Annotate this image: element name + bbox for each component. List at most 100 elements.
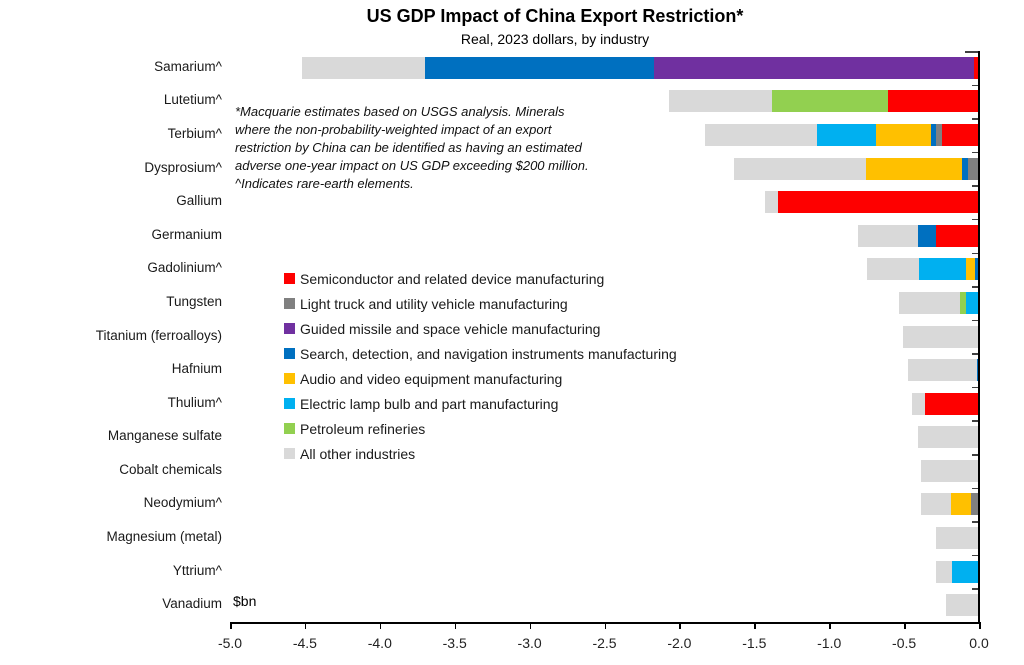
bar-segment-search_detection xyxy=(931,123,936,146)
category-tick xyxy=(972,386,978,389)
bar-row xyxy=(764,191,979,214)
x-axis-tick-label: -0.5 xyxy=(892,635,917,651)
category-tick xyxy=(972,554,978,557)
legend-label: Electric lamp bulb and part manufacturin… xyxy=(300,395,559,412)
category-label: Titanium (ferroalloys) xyxy=(95,327,222,343)
x-axis-tick-label: -3.0 xyxy=(517,635,542,651)
x-axis-tick xyxy=(979,622,981,629)
x-axis-tick-label: -4.5 xyxy=(292,635,317,651)
bar-segment-all_other xyxy=(902,325,979,348)
bar-row xyxy=(917,426,979,449)
x-axis-tick-label: -5.0 xyxy=(217,635,243,651)
bar-row xyxy=(936,560,979,583)
category-tick xyxy=(972,185,978,187)
x-axis-tick xyxy=(304,622,307,629)
legend-label: Audio and video equipment manufacturing xyxy=(300,370,563,387)
category-tick xyxy=(972,319,978,322)
bar-segment-semiconductor xyxy=(887,90,979,113)
category-label: Hafnium xyxy=(171,361,222,377)
category-label: Dysprosium^ xyxy=(144,159,222,175)
category-label: Yttrium^ xyxy=(172,562,222,578)
bar-segment-guided_missile xyxy=(653,56,975,79)
category-label: Tungsten xyxy=(166,293,222,309)
bar-segment-search_detection xyxy=(917,224,936,247)
electric_lamp-swatch-icon xyxy=(284,398,295,409)
bar-segment-all_other xyxy=(898,291,961,314)
bar-row xyxy=(866,258,979,281)
legend-label: All other industries xyxy=(300,445,416,462)
bar-segment-audio_video xyxy=(875,123,932,146)
x-axis-tick-label: -1.0 xyxy=(817,635,842,651)
bar-row xyxy=(911,392,979,415)
legend-item: Guided missile and space vehicle manufac… xyxy=(284,316,677,341)
legend-label: Search, detection, and navigation instru… xyxy=(300,345,677,362)
light_truck-swatch-icon xyxy=(284,298,295,309)
bar-row xyxy=(857,224,979,247)
category-label: Magnesium (metal) xyxy=(106,529,222,545)
category-tick xyxy=(972,286,978,288)
bar-segment-semiconductor xyxy=(935,224,979,247)
category-tick xyxy=(972,252,978,255)
bar-row xyxy=(946,594,979,617)
legend-label: Petroleum refineries xyxy=(300,420,426,437)
x-axis-tick-label: -2.5 xyxy=(592,635,617,651)
legend-label: Light truck and utility vehicle manufact… xyxy=(300,295,568,312)
bar-segment-electric_lamp xyxy=(817,123,876,146)
category-label: Lutetium^ xyxy=(163,92,222,108)
legend-item: Light truck and utility vehicle manufact… xyxy=(284,291,677,316)
bar-segment-light_truck xyxy=(970,493,979,516)
x-axis-tick-label: -2.0 xyxy=(667,635,692,651)
category-tick xyxy=(972,218,978,221)
category-tick xyxy=(972,588,978,590)
category-label: Vanadium xyxy=(162,596,222,612)
legend-label: Semiconductor and related device manufac… xyxy=(300,270,605,287)
x-axis-tick xyxy=(454,622,457,629)
bar-segment-all_other xyxy=(764,191,779,214)
legend-label: Guided missile and space vehicle manufac… xyxy=(300,320,601,337)
legend-item: All other industries xyxy=(284,441,677,466)
category-tick xyxy=(972,151,978,154)
category-label: Germanium xyxy=(151,226,222,242)
bar-segment-all_other xyxy=(936,560,953,583)
bar-segment-audio_video xyxy=(950,493,971,516)
bar-segment-all_other xyxy=(935,527,979,550)
bar-segment-light_truck xyxy=(935,123,942,146)
bar-row xyxy=(668,90,979,113)
x-axis-tick xyxy=(679,622,681,629)
category-label: Samarium^ xyxy=(154,58,222,74)
chart-subtitle: Real, 2023 dollars, by industry xyxy=(460,31,650,47)
bar-row xyxy=(907,359,979,382)
category-label: Neodymium^ xyxy=(143,495,222,511)
legend: Semiconductor and related device manufac… xyxy=(284,266,677,466)
footnote-annotation: *Macquarie estimates based on USGS analy… xyxy=(235,104,589,191)
zero-axis-line xyxy=(978,51,980,622)
x-axis-tick-label: -1.5 xyxy=(742,635,767,651)
x-axis-tick xyxy=(230,622,232,629)
bar-row xyxy=(704,123,979,146)
bar-segment-petroleum xyxy=(960,291,967,314)
x-axis-tick-label: -3.5 xyxy=(442,635,467,651)
bar-segment-semiconductor xyxy=(925,392,979,415)
category-label: Manganese sulfate xyxy=(107,428,222,444)
bar-segment-light_truck xyxy=(968,157,979,180)
category-tick xyxy=(972,487,978,490)
category-label: Gadolinium^ xyxy=(147,260,222,276)
audio_video-swatch-icon xyxy=(284,373,295,384)
chart-title: US GDP Impact of China Export Restrictio… xyxy=(366,6,744,26)
category-tick xyxy=(972,420,978,422)
bar-segment-all_other xyxy=(920,459,979,482)
bar-segment-search_detection xyxy=(976,359,979,382)
all_other-swatch-icon xyxy=(284,448,295,459)
bar-segment-audio_video xyxy=(965,258,976,281)
x-axis-tick xyxy=(379,622,382,629)
bar-row xyxy=(734,157,979,180)
x-axis-tick-label: 0.0 xyxy=(969,635,989,651)
category-label: Gallium xyxy=(176,193,222,209)
bar-segment-semiconductor xyxy=(941,123,979,146)
legend-item: Search, detection, and navigation instru… xyxy=(284,341,677,366)
bar-segment-search_detection xyxy=(975,258,979,281)
category-label: Thulium^ xyxy=(167,394,222,410)
bar-row xyxy=(301,56,979,79)
category-tick xyxy=(972,353,978,355)
